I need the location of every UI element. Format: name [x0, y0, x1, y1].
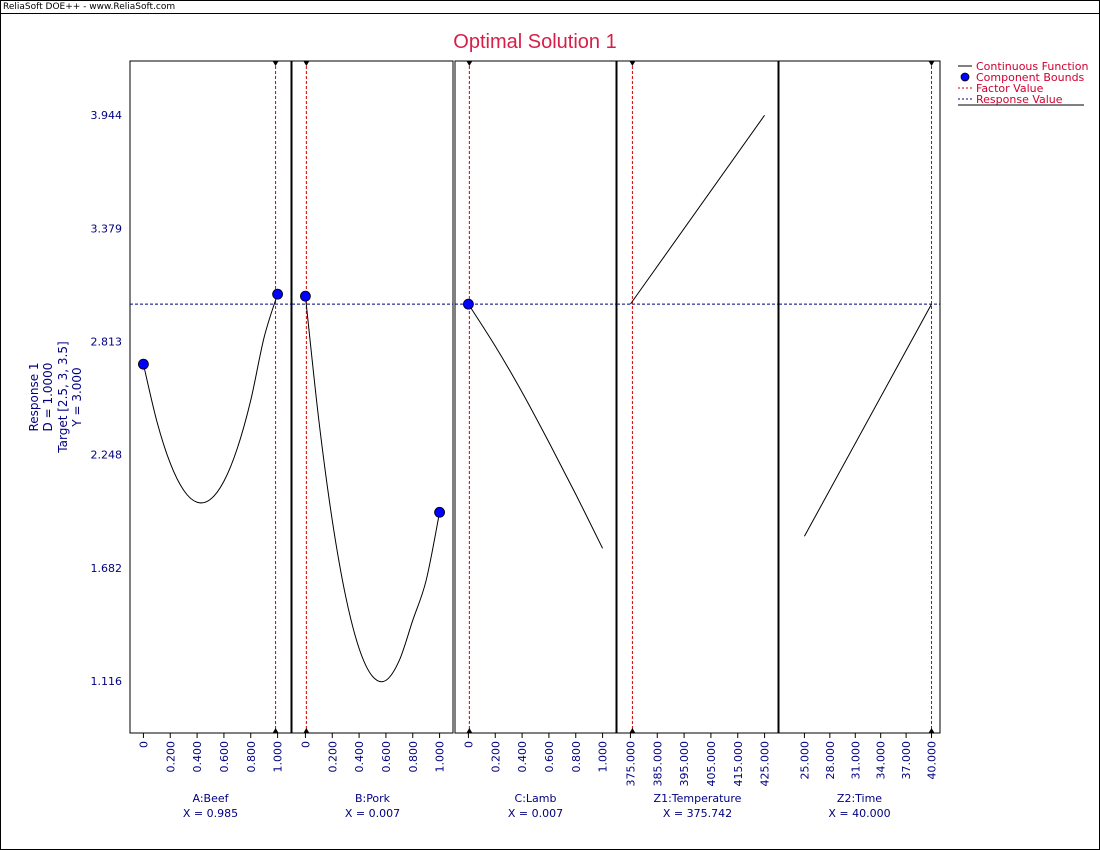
- watermark-divider: [0, 13, 1100, 14]
- legend-entry: Factor Value: [976, 82, 1044, 95]
- panel-factor-name: A:Beef: [193, 792, 230, 805]
- x-tick-label: 0: [137, 741, 150, 748]
- x-tick-label: 0.400: [353, 741, 366, 773]
- factor-marker-bottom: [466, 728, 473, 733]
- factor-marker-bottom: [629, 728, 636, 733]
- factor-panels: 0 0.200 0.400 0.600 0.800 1.000 A:Beef X = 0.98…: [129, 60, 941, 820]
- panel-b-pork: 0 0.200 0.400 0.600 0.800 1.000 B:Pork X = 0.00…: [291, 60, 454, 820]
- y-label-line: Target [2.5, 3, 3.5]: [56, 341, 70, 453]
- panel-factor-value: X = 375.742: [663, 807, 732, 820]
- x-tick-label: 0.200: [489, 741, 502, 773]
- x-tick-label: 34.000: [875, 741, 888, 780]
- factor-marker-top: [272, 61, 279, 66]
- component-bound-marker: [434, 506, 445, 518]
- legend-entry: Response Value: [976, 93, 1063, 106]
- x-tick-label: 405.000: [705, 741, 718, 787]
- panel-factor-name: B:Pork: [355, 792, 391, 805]
- x-tick-label: 40.000: [926, 741, 939, 780]
- x-tick-label: 0: [299, 741, 312, 748]
- x-tick-label: 0.200: [326, 741, 339, 773]
- factor-marker-bottom: [928, 728, 935, 733]
- x-tick-label: 0.200: [164, 741, 177, 773]
- x-tick-label: 395.000: [678, 741, 691, 787]
- continuous-function-curve: [467, 303, 604, 549]
- watermark: ReliaSoft DOE++ - www.ReliaSoft.com: [3, 2, 176, 12]
- panel-frame: [454, 60, 617, 734]
- x-tick-label: 1.000: [434, 741, 447, 773]
- x-tick-label: 0.400: [191, 741, 204, 773]
- x-tick-label: 415.000: [732, 741, 745, 787]
- chart-title: Optimal Solution 1: [453, 31, 616, 53]
- x-tick-label: 0.600: [218, 741, 231, 773]
- factor-marker-bottom: [272, 728, 279, 733]
- panel-z1-temperature: 375.000 385.000 395.000 405.000 415.000 425.0…: [616, 60, 779, 820]
- continuous-function-curve: [304, 296, 441, 683]
- panel-factor-value: X = 40.000: [828, 807, 890, 820]
- panel-frame: [291, 60, 454, 734]
- component-bound-marker: [300, 290, 311, 302]
- x-tick-label: 0: [462, 741, 475, 748]
- panel-frame: [616, 60, 779, 734]
- y-label-line: Response 1: [27, 362, 41, 431]
- y-tick-label: 3.379: [91, 222, 123, 235]
- y-tick-label: 2.248: [91, 449, 123, 462]
- x-tick-label: 425.000: [759, 741, 772, 787]
- x-tick-label: 25.000: [798, 741, 811, 780]
- component-bound-marker: [138, 358, 149, 370]
- x-tick-label: 0.800: [570, 741, 583, 773]
- y-tick-label: 1.116: [91, 675, 123, 688]
- component-bound-marker: [463, 298, 474, 310]
- panel-a-beef: 0 0.200 0.400 0.600 0.800 1.000 A:Beef X = 0.98…: [129, 60, 292, 820]
- panel-factor-name: Z1:Temperature: [654, 792, 742, 805]
- x-tick-label: 385.000: [651, 741, 664, 787]
- y-label-line: D = 1.0000: [41, 363, 55, 432]
- x-tick-label: 0.600: [543, 741, 556, 773]
- x-tick-label: 37.000: [900, 741, 913, 780]
- x-tick-label: 1.000: [272, 741, 285, 773]
- continuous-function-curve: [803, 303, 932, 537]
- factor-marker-top: [303, 61, 310, 66]
- factor-marker-bottom: [303, 728, 310, 733]
- x-tick-label: 1.000: [597, 741, 610, 773]
- x-tick-label: 28.000: [824, 741, 837, 780]
- panel-factor-value: X = 0.985: [183, 807, 238, 820]
- x-tick-label: 375.000: [624, 741, 637, 787]
- panel-factor-value: X = 0.007: [345, 807, 400, 820]
- x-tick-label: 0.800: [245, 741, 258, 773]
- legend-entry: Component Bounds: [976, 71, 1085, 84]
- panel-factor-name: C:Lamb: [515, 792, 557, 805]
- x-tick-label: 0.600: [380, 741, 393, 773]
- y-tick-label: 3.944: [91, 109, 123, 122]
- x-tick-label: 0.800: [407, 741, 420, 773]
- legend-bounds-swatch: [960, 72, 970, 82]
- panel-z2-time: 25.000 28.000 31.000 34.000 37.000 40.000 Z2:T…: [778, 60, 941, 820]
- panel-frame: [129, 60, 292, 734]
- y-tick-label: 1.682: [91, 562, 123, 575]
- continuous-function-curve: [630, 114, 765, 305]
- legend-entry: Continuous Function: [976, 60, 1088, 73]
- factor-marker-top: [928, 61, 935, 66]
- y-tick-label: 2.813: [91, 336, 123, 349]
- factor-marker-top: [466, 61, 473, 66]
- continuous-function-curve: [142, 293, 279, 504]
- factor-marker-top: [629, 61, 636, 66]
- panel-frame: [778, 60, 941, 734]
- panel-factor-name: Z2:Time: [837, 792, 882, 805]
- panel-factor-value: X = 0.007: [508, 807, 563, 820]
- component-bound-marker: [272, 288, 283, 300]
- x-tick-label: 0.400: [516, 741, 529, 773]
- x-tick-label: 31.000: [849, 741, 862, 780]
- y-label-line: Y = 3.000: [70, 367, 84, 427]
- y-axis-ticks: 3.944 3.379 2.813 2.248 1.682 1.116: [91, 109, 123, 688]
- panel-c-lamb: 0 0.200 0.400 0.600 0.800 1.000 C:Lamb X = 0.00…: [454, 60, 617, 820]
